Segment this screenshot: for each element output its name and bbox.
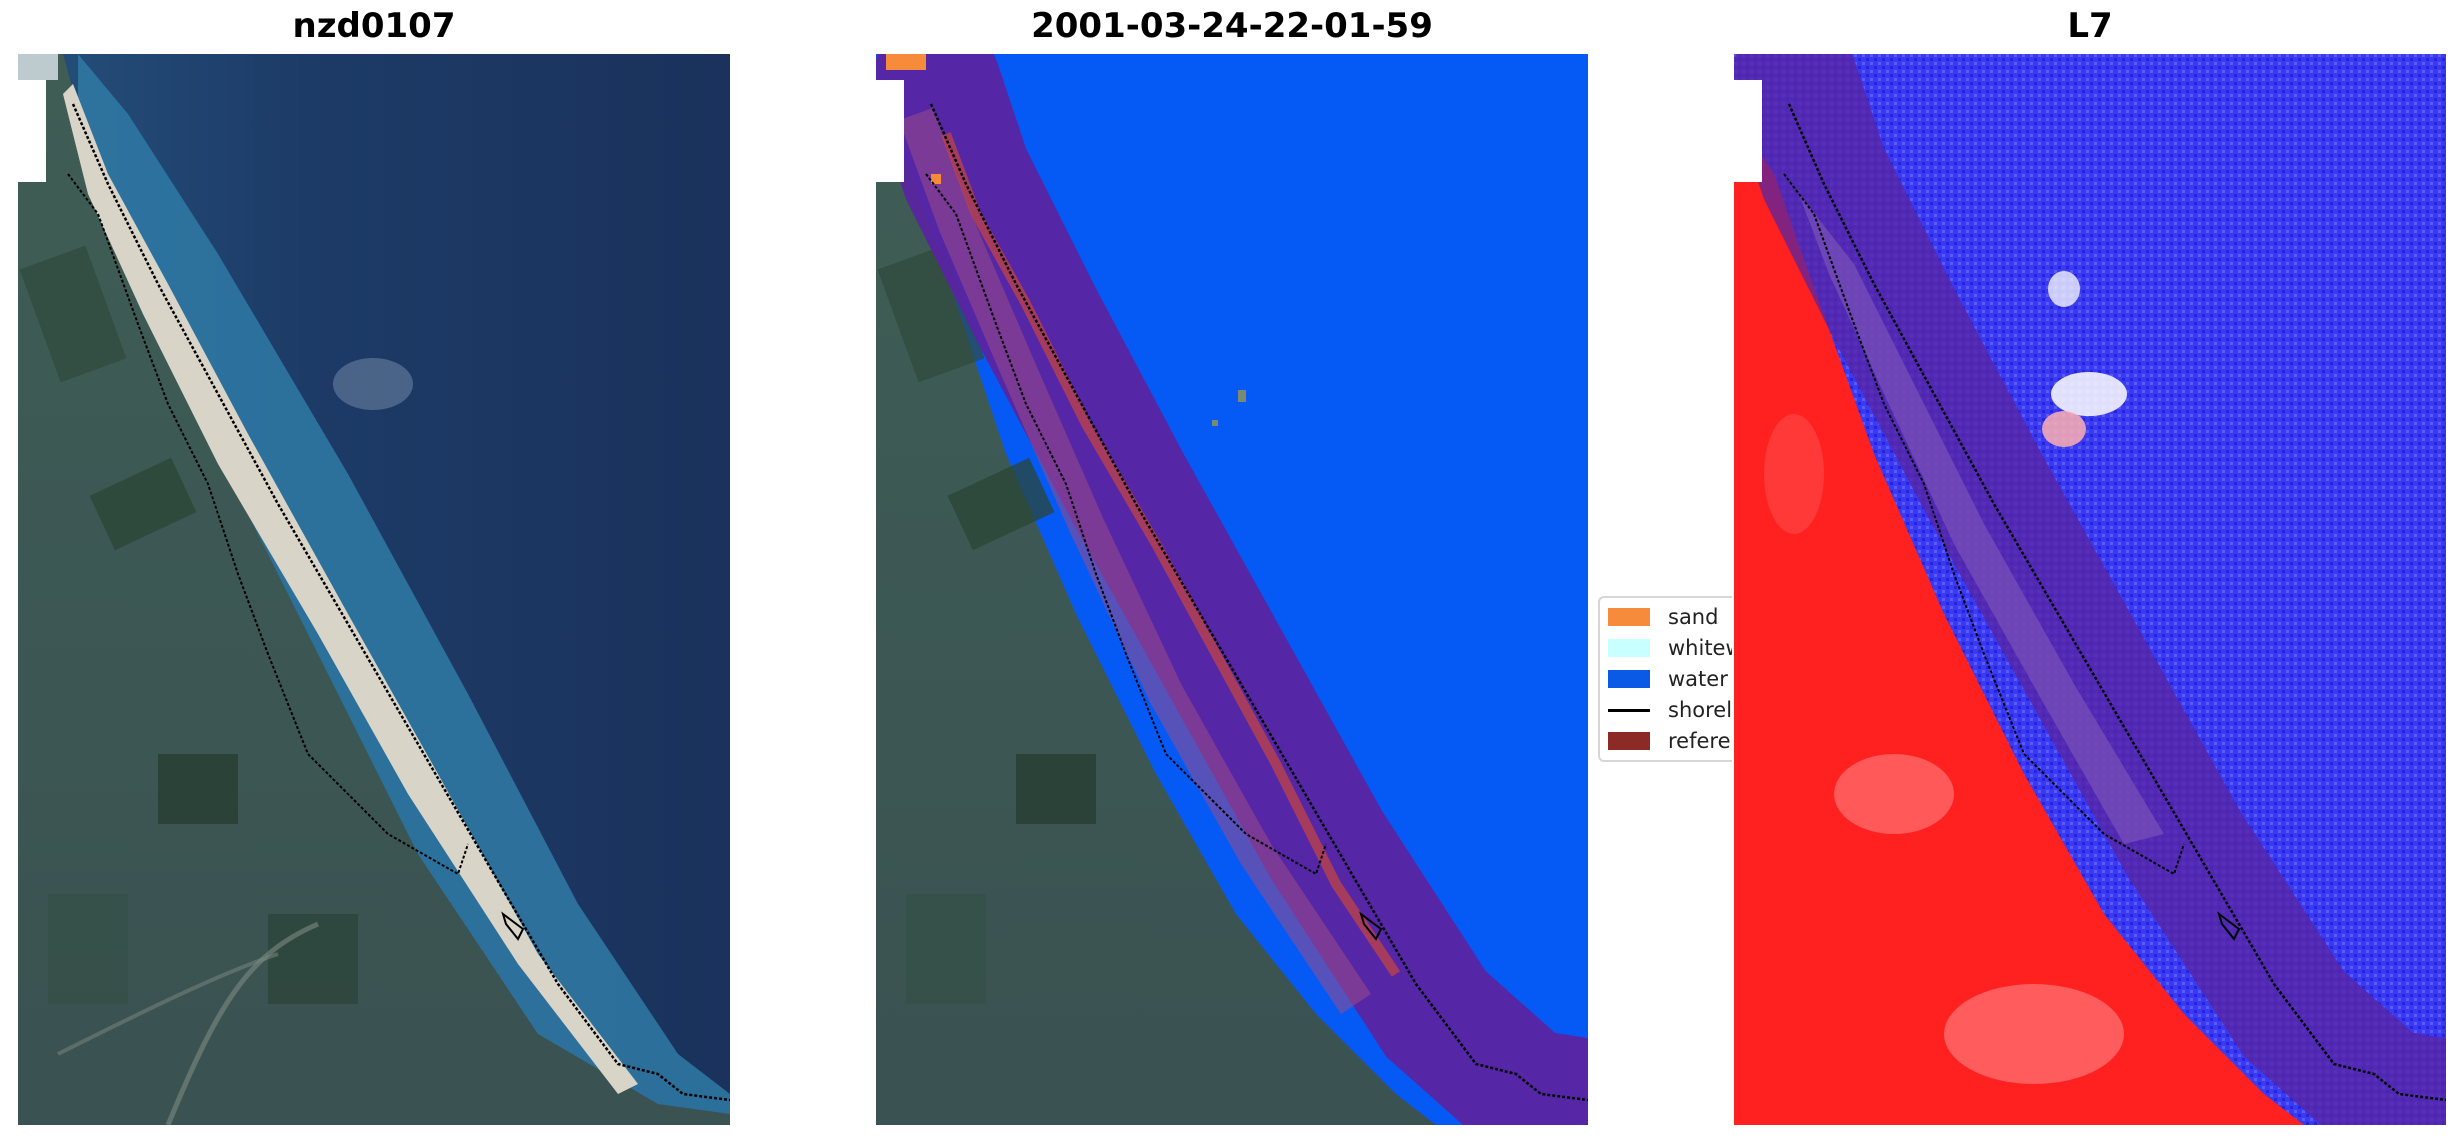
legend-label: shoreline: [1668, 698, 1732, 722]
rgb-image-panel: [18, 54, 730, 1125]
whitewater-swatch: [1608, 639, 1650, 657]
classified-image-panel: [876, 54, 1588, 1125]
panel-title-index: L7: [2067, 6, 2113, 46]
classified-image: [876, 54, 1588, 1125]
legend-item-sand: sand: [1608, 604, 1718, 630]
legend-item-water: water: [1608, 666, 1728, 692]
legend-label: water: [1668, 667, 1728, 691]
legend-item-shoreline: shoreline: [1608, 697, 1732, 723]
legend-label: reference: [1668, 729, 1732, 753]
panel-title-rgb: nzd0107: [292, 6, 456, 46]
sand-swatch: [1608, 608, 1650, 626]
reference-swatch: [1608, 732, 1650, 750]
panel-title-classified: 2001-03-24-22-01-59: [1031, 6, 1433, 46]
index-image: [1734, 54, 2446, 1125]
water-swatch: [1608, 670, 1650, 688]
index-image-panel: [1734, 54, 2446, 1125]
shoreline-swatch: [1608, 708, 1650, 712]
legend-item-reference: reference: [1608, 728, 1732, 754]
legend-label: sand: [1668, 605, 1719, 629]
rgb-satellite-image: [18, 54, 730, 1125]
